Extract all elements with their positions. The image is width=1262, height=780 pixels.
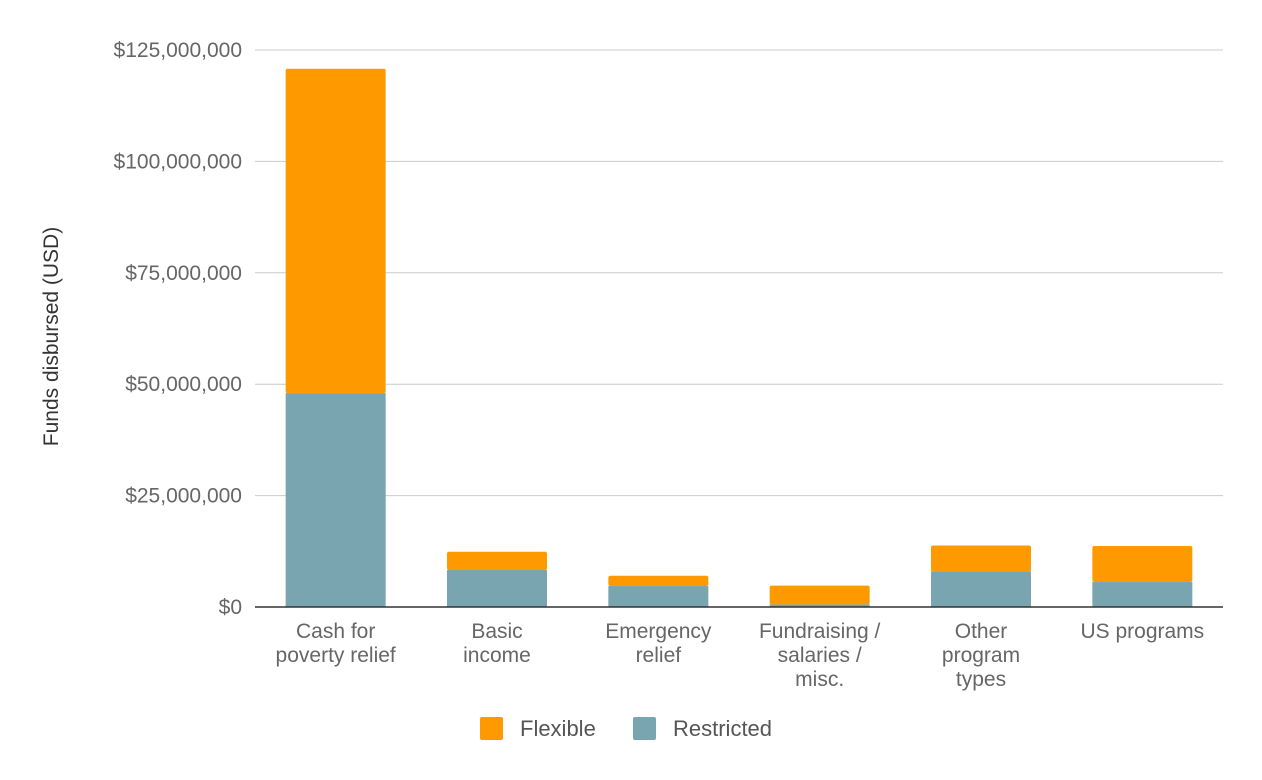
bar-restricted (931, 571, 1031, 607)
x-tick-label-line: program (942, 644, 1020, 667)
legend-label-restricted: Restricted (673, 716, 772, 741)
x-tick-label-line: Emergency (605, 620, 712, 643)
y-tick-label: $75,000,000 (125, 262, 242, 285)
y-tick-label: $0 (219, 596, 242, 619)
bar-restricted (1092, 582, 1193, 607)
legend-label-flexible: Flexible (520, 716, 596, 741)
x-tick-label: Basic income (463, 620, 531, 667)
y-tick-label: $125,000,000 (114, 39, 242, 62)
bar-flexible (769, 585, 870, 605)
legend-swatch-flexible (480, 717, 503, 740)
bars (285, 68, 1193, 607)
x-tick-label: Emergency relief (605, 620, 712, 667)
bar-flexible (608, 575, 709, 587)
x-tick-label-line: US programs (1080, 620, 1204, 643)
x-tick-label: Fundraising / salaries / misc. (759, 620, 881, 691)
x-tick-label-line: salaries / (778, 644, 862, 667)
y-tick-label: $25,000,000 (125, 485, 242, 508)
x-tick-label-line: relief (636, 644, 682, 667)
bar-flexible (447, 551, 547, 571)
y-axis-ticks: $0 $25,000,000 $50,000,000 $75,000,000 $100,… (114, 39, 242, 619)
x-tick-label-line: Fundraising / (759, 620, 881, 643)
bar-restricted (285, 393, 386, 607)
bar-restricted (608, 586, 709, 607)
x-tick-label-line: income (463, 644, 531, 667)
x-axis-ticks: Cash for poverty relief Basic income Emergen… (276, 620, 1205, 691)
y-tick-label: $100,000,000 (114, 150, 242, 173)
y-axis-title: Funds disbursed (USD) (40, 227, 63, 446)
x-tick-label-line: misc. (795, 668, 844, 691)
bar-flexible (1092, 545, 1193, 583)
x-tick-label-line: types (956, 668, 1006, 691)
x-tick-label-line: Basic (471, 620, 522, 643)
bar-restricted (769, 604, 870, 607)
x-tick-label-line: Other (955, 620, 1008, 643)
x-tick-label: US programs (1080, 620, 1204, 643)
bar-flexible (285, 68, 386, 394)
grid-lines (255, 49, 1223, 497)
x-tick-label-line: Cash for (296, 620, 375, 643)
x-tick-label-line: poverty relief (276, 644, 396, 667)
x-tick-label: Other program types (942, 620, 1020, 691)
x-tick-label: Cash for poverty relief (276, 620, 396, 667)
bar-restricted (447, 570, 547, 607)
y-tick-label: $50,000,000 (125, 373, 242, 396)
legend: Flexible Restricted (480, 716, 772, 741)
bar-flexible (931, 545, 1031, 572)
legend-swatch-restricted (633, 717, 656, 740)
